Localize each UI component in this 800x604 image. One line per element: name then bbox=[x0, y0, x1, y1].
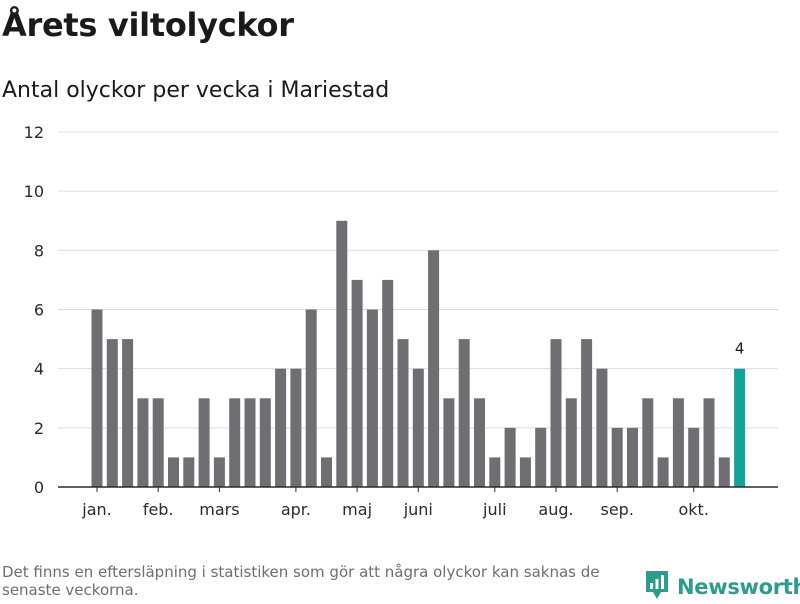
y-tick-label: 2 bbox=[34, 419, 44, 438]
bar bbox=[336, 220, 348, 488]
bar bbox=[504, 427, 516, 487]
x-tick-label: juli bbox=[482, 500, 506, 519]
bar bbox=[290, 368, 302, 487]
newsworthy-icon bbox=[645, 570, 669, 604]
data-labels: 4 bbox=[735, 340, 745, 358]
bar bbox=[213, 457, 225, 487]
bar bbox=[519, 457, 531, 487]
bar bbox=[428, 250, 440, 487]
y-tick-label: 12 bbox=[24, 123, 44, 142]
x-axis-tick-labels: jan. feb. mars apr. maj juni juli aug. sep. okt. bbox=[81, 500, 709, 519]
x-tick-label: aug. bbox=[538, 500, 573, 519]
bar bbox=[596, 368, 608, 487]
bar bbox=[397, 339, 409, 487]
bar-chart: 0 2 4 6 8 10 12 jan. feb. mars apr. maj juni juli aug… bbox=[24, 123, 778, 519]
bar bbox=[305, 309, 317, 487]
bar bbox=[688, 427, 700, 487]
brand-name: Newsworthy bbox=[677, 575, 800, 599]
bar bbox=[351, 279, 363, 487]
x-tick-label: juni bbox=[403, 500, 433, 519]
y-tick-label: 4 bbox=[34, 360, 44, 379]
bar bbox=[229, 398, 241, 488]
bar bbox=[565, 398, 577, 488]
x-tick-label: jan. bbox=[81, 500, 111, 519]
x-axis bbox=[58, 486, 778, 492]
bar bbox=[657, 457, 669, 487]
y-tick-label: 0 bbox=[34, 478, 44, 497]
bar bbox=[703, 398, 715, 488]
gridlines bbox=[58, 131, 778, 429]
x-tick-label: maj bbox=[342, 500, 372, 519]
bar bbox=[550, 339, 562, 487]
bars bbox=[91, 220, 746, 488]
bar bbox=[627, 427, 638, 487]
bar bbox=[321, 457, 332, 487]
bar bbox=[259, 398, 271, 488]
bar bbox=[611, 427, 623, 487]
y-tick-label: 8 bbox=[34, 241, 44, 260]
bar bbox=[106, 339, 118, 487]
bar bbox=[183, 457, 195, 487]
bar bbox=[474, 398, 485, 488]
highlight-data-label: 4 bbox=[735, 340, 745, 358]
x-tick-label: mars bbox=[199, 500, 239, 519]
bar bbox=[168, 457, 179, 487]
y-tick-label: 6 bbox=[34, 301, 44, 320]
bar bbox=[458, 339, 470, 487]
bar bbox=[443, 398, 455, 488]
y-axis-tick-labels: 0 2 4 6 8 10 12 bbox=[24, 123, 44, 497]
bar bbox=[91, 309, 103, 487]
x-tick-label: apr. bbox=[281, 500, 311, 519]
bar bbox=[198, 398, 210, 488]
y-tick-label: 10 bbox=[24, 182, 44, 201]
x-tick-label: feb. bbox=[143, 500, 174, 519]
bar bbox=[718, 457, 730, 487]
bar bbox=[275, 368, 287, 487]
bar bbox=[137, 398, 149, 488]
bar bbox=[672, 398, 684, 488]
chart-title: Årets viltolyckor bbox=[2, 6, 294, 44]
bar bbox=[382, 279, 394, 487]
bar bbox=[581, 339, 593, 487]
bar bbox=[412, 368, 424, 487]
x-tick-label: okt. bbox=[678, 500, 708, 519]
bar-highlight bbox=[734, 368, 746, 487]
bar bbox=[642, 398, 654, 488]
chart-subtitle: Antal olyckor per vecka i Mariestad bbox=[2, 78, 390, 103]
x-tick-label: sep. bbox=[600, 500, 633, 519]
bar bbox=[244, 398, 256, 488]
brand-logo[interactable]: Newsworthy bbox=[645, 570, 800, 604]
bar bbox=[489, 457, 501, 487]
footnote: Det finns en eftersläpning i statistiken… bbox=[2, 563, 600, 599]
bar bbox=[122, 339, 134, 487]
bar bbox=[366, 309, 378, 487]
bar bbox=[535, 427, 547, 487]
bar bbox=[152, 398, 164, 488]
